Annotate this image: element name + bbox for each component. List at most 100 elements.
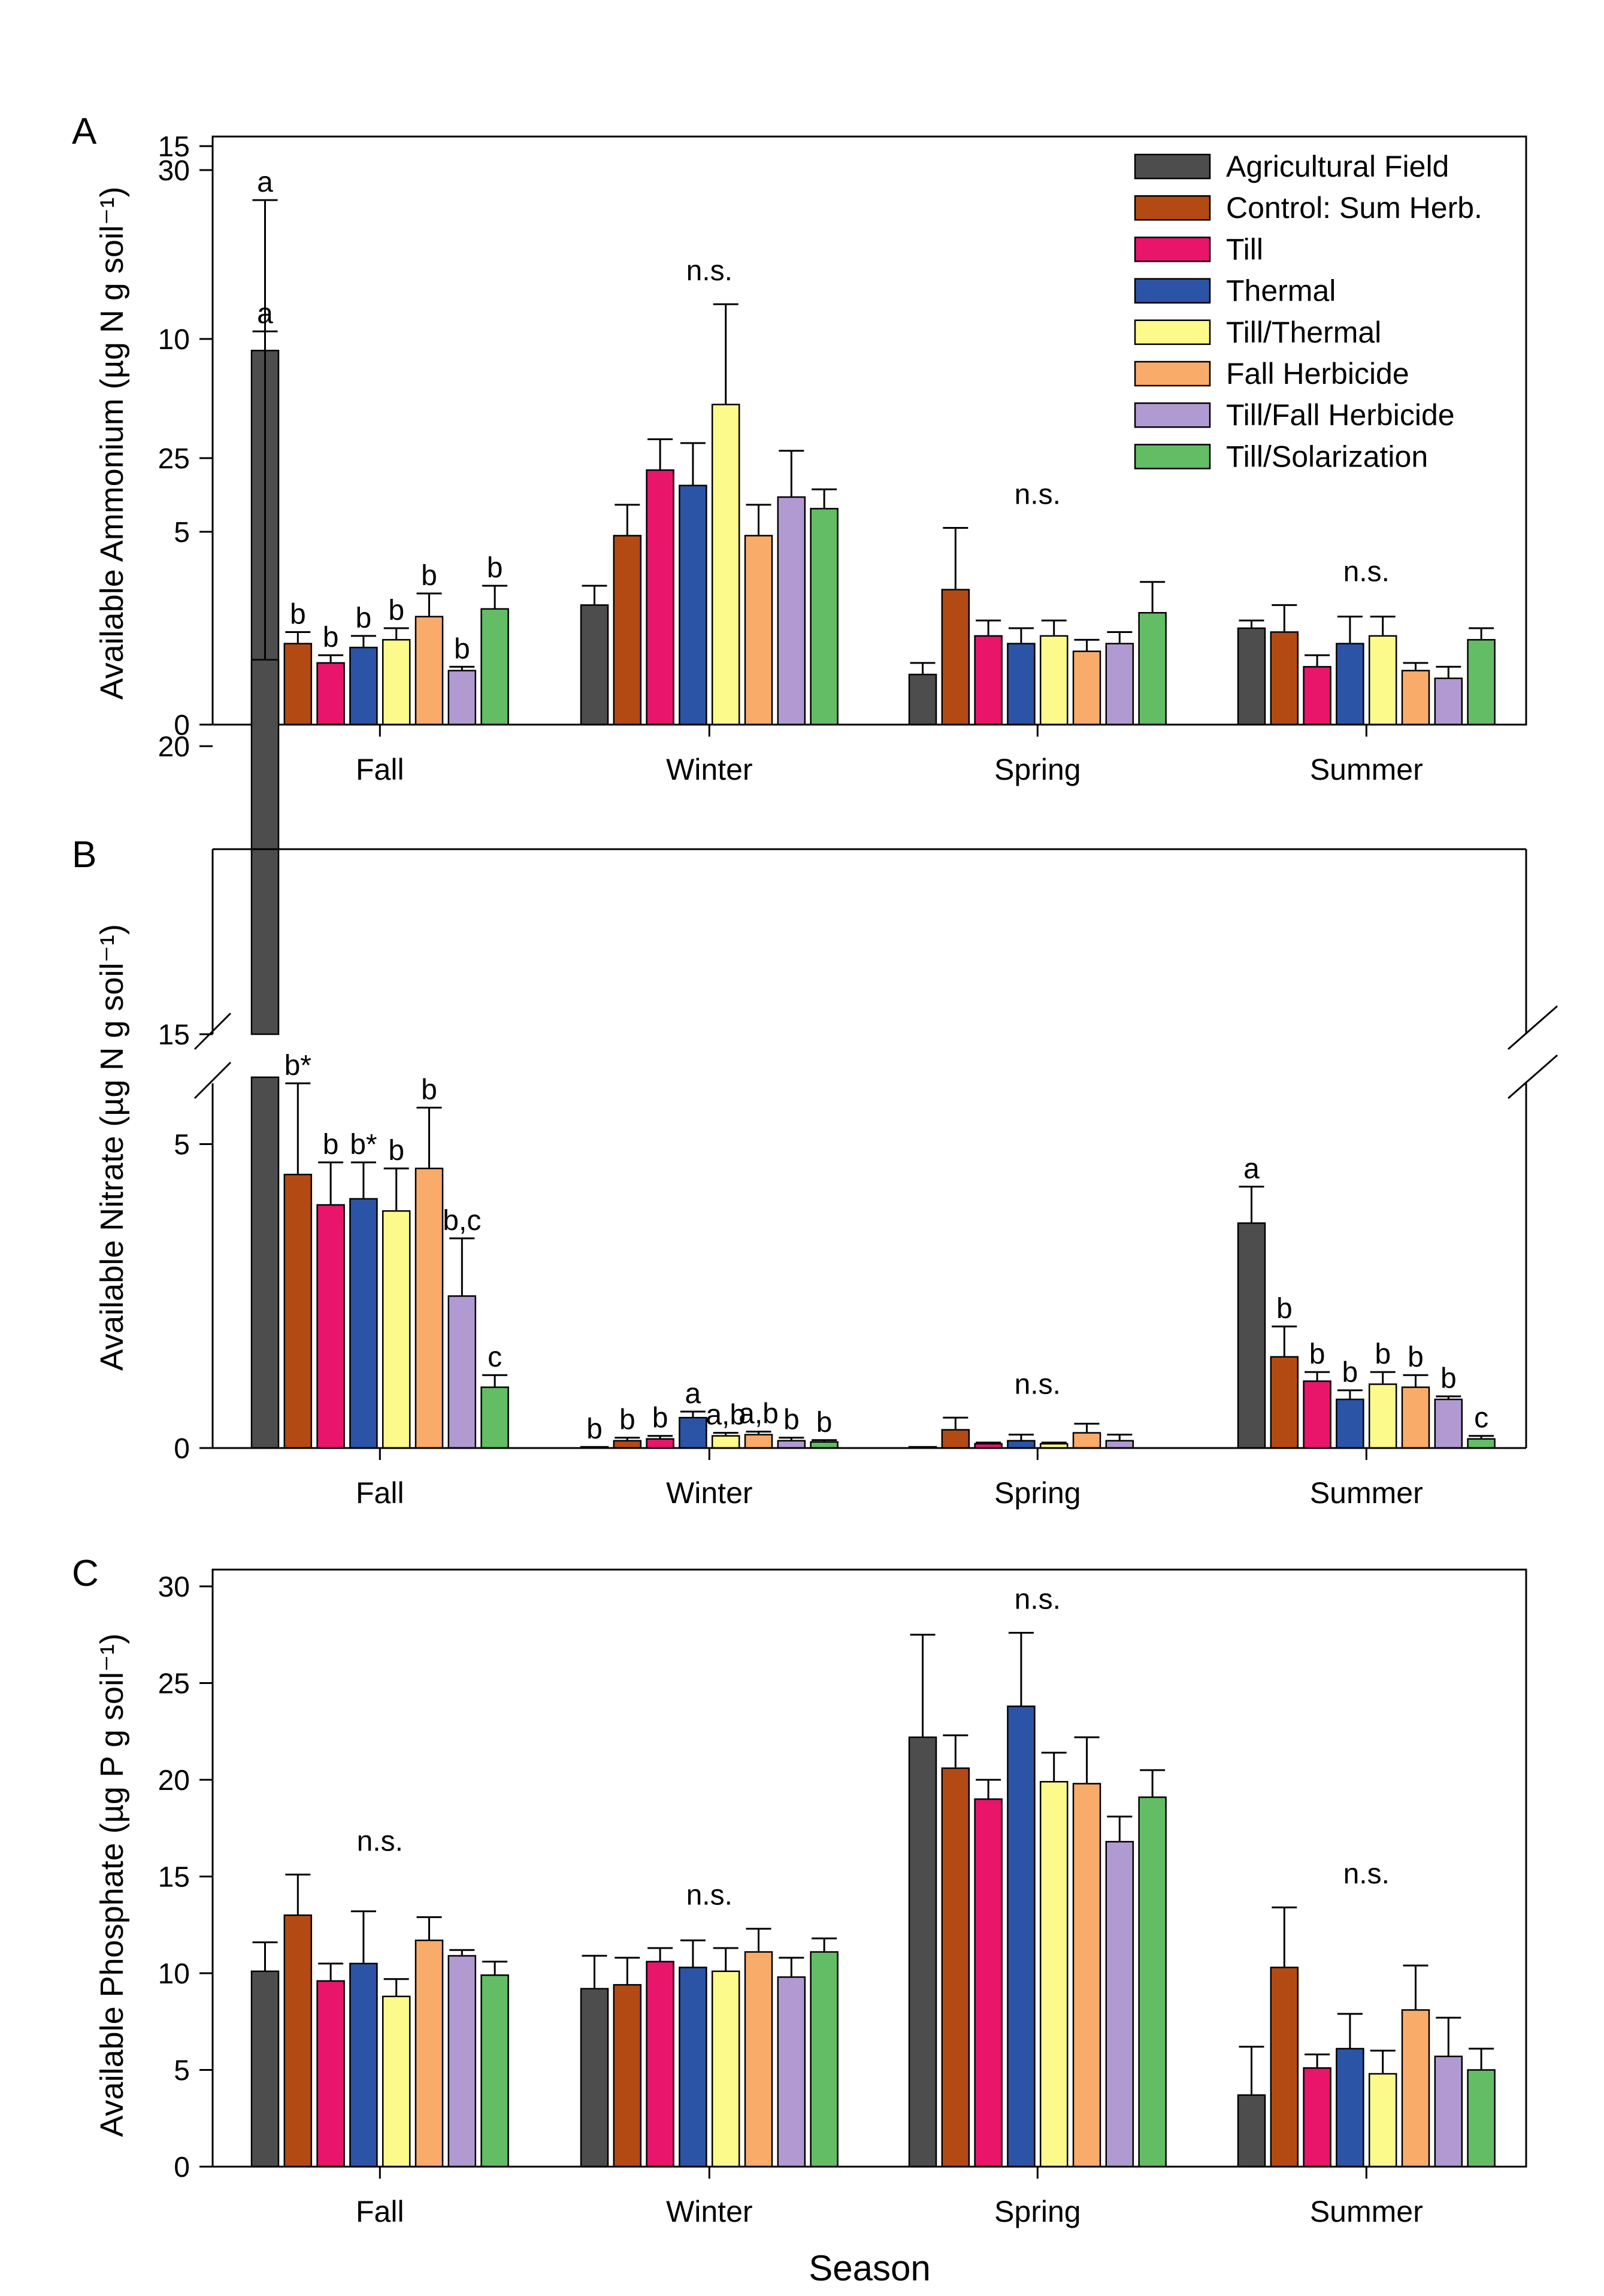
- legend-item-agricultural-field: Agricultural Field: [1134, 150, 1449, 183]
- legend-label: Till: [1226, 232, 1263, 266]
- significance-label: b: [1440, 1363, 1457, 1395]
- significance-label: n.s.: [686, 255, 733, 287]
- bar-c-summer-control-sum-herb: [1270, 1967, 1299, 2168]
- significance-label: a: [1243, 1153, 1260, 1185]
- panel-a: A Available Ammonium (µg N g soil⁻¹) 0 5 1…: [72, 111, 1527, 786]
- x-tick-label-winter: Winter: [666, 2195, 752, 2228]
- y-tick-label: 0: [174, 2152, 190, 2183]
- significance-label: b: [1309, 1338, 1325, 1370]
- bar-a-winter-till: [646, 469, 674, 726]
- bar-c-fall-thermal: [349, 1962, 378, 2168]
- bar-b-fall-thermal: [349, 1198, 378, 1449]
- significance-label: n.s.: [357, 1825, 403, 1857]
- bar-b-summer-agricultural-field: [1237, 1222, 1266, 1449]
- legend-swatch: [1134, 361, 1211, 387]
- bar-b-summer-fall-herbicide: [1401, 1386, 1430, 1449]
- bar-c-winter-till-thermal: [711, 1970, 740, 2168]
- significance-label: n.s.: [1343, 1858, 1390, 1890]
- bar-b-summer-till: [1303, 1380, 1331, 1449]
- bar-b-fall-agricultural-field-upper: [250, 659, 280, 1035]
- bar-b-summer-till-thermal: [1368, 1383, 1397, 1449]
- legend-swatch: [1134, 237, 1211, 262]
- bar-b-spring-control-sum-herb: [941, 1429, 970, 1449]
- bar-c-summer-thermal: [1336, 2047, 1364, 2168]
- significance-label: b: [652, 1403, 668, 1434]
- significance-label: b: [487, 552, 503, 584]
- bar-c-fall-till-solarization: [480, 1974, 509, 2168]
- legend-label: Fall Herbicide: [1226, 357, 1409, 390]
- x-tick-label-winter: Winter: [666, 1476, 752, 1510]
- bar-c-fall-till: [316, 1980, 345, 2168]
- break-mark-left-1: [193, 1012, 232, 1050]
- bar-a-spring-till-fall-herbicide: [1105, 643, 1134, 726]
- significance-label: a,b: [706, 1400, 746, 1431]
- plot-frame-b: [211, 848, 1527, 1449]
- bar-b-winter-till-solarization: [810, 1441, 839, 1449]
- y-ticks-panel-b: 0 5 15 20 25 30: [158, 155, 213, 1465]
- bar-a-spring-till-solarization: [1138, 611, 1167, 726]
- legend-label: Till/Thermal: [1226, 316, 1381, 349]
- bar-a-summer-till-thermal: [1368, 635, 1397, 726]
- significance-label: b: [1375, 1338, 1391, 1370]
- bar-a-summer-agricultural-field: [1237, 627, 1266, 726]
- bar-c-spring-control-sum-herb: [941, 1767, 970, 2168]
- bar-a-summer-till-fall-herbicide: [1434, 677, 1463, 726]
- x-tick-label-winter: Winter: [666, 753, 752, 786]
- bar-c-spring-thermal: [1007, 1706, 1036, 2168]
- y-ticks-panel-c: 0 5 10 15 20 25 30: [158, 1571, 213, 2183]
- legend-swatch: [1134, 402, 1211, 428]
- significance-label: a: [257, 166, 273, 198]
- panel-label-b: B: [72, 834, 96, 876]
- significance-label: a,b: [739, 1398, 779, 1430]
- significance-label: b: [783, 1404, 800, 1436]
- bar-c-fall-agricultural-field: [250, 1970, 280, 2168]
- y-tick-label: 20: [158, 731, 190, 763]
- bar-c-fall-control-sum-herb: [283, 1914, 313, 2168]
- significance-label: n.s.: [1015, 1368, 1061, 1400]
- bar-c-summer-fall-herbicide: [1401, 2009, 1430, 2168]
- bar-b-winter-till: [646, 1438, 674, 1449]
- bar-a-summer-fall-herbicide: [1401, 670, 1430, 726]
- y-tick-label: 30: [158, 1571, 190, 1603]
- bar-b-spring-till-fall-herbicide: [1105, 1440, 1134, 1449]
- significance-label: b: [1342, 1357, 1358, 1389]
- bar-a-spring-control-sum-herb: [941, 589, 970, 726]
- x-tick-label-summer: Summer: [1310, 2195, 1423, 2228]
- plot-frame-c: [211, 1568, 1527, 2168]
- significance-label: b*: [285, 1050, 311, 1082]
- significance-label: b: [290, 598, 306, 630]
- bar-b-spring-thermal: [1007, 1440, 1036, 1449]
- bar-b-fall-till: [316, 1204, 345, 1449]
- bars-panel-c: [250, 1632, 1496, 2168]
- bar-c-winter-till-solarization: [810, 1951, 839, 2168]
- legend-label: Thermal: [1226, 274, 1336, 308]
- bar-a-winter-control-sum-herb: [613, 535, 642, 726]
- bar-a-spring-agricultural-field: [908, 674, 937, 726]
- bar-a-spring-till-thermal: [1039, 635, 1069, 726]
- bar-c-spring-till-fall-herbicide: [1105, 1841, 1134, 2168]
- legend-label: Control: Sum Herb.: [1226, 191, 1482, 225]
- panel-c: C Available Phosphate (µg P g soil⁻¹) 0 5…: [72, 1553, 1527, 2228]
- bar-b-fall-till-thermal: [382, 1210, 411, 1449]
- bar-a-summer-control-sum-herb: [1270, 631, 1299, 726]
- bar-b-fall-agricultural-field-lower: [250, 1076, 280, 1449]
- bar-c-fall-till-fall-herbicide: [447, 1955, 477, 2168]
- significance-label: b: [1408, 1341, 1424, 1373]
- significance-label: b: [586, 1413, 603, 1445]
- bar-a-winter-till-solarization: [810, 508, 839, 726]
- x-tick-label-summer: Summer: [1310, 1476, 1423, 1510]
- bar-a-fall-till: [316, 662, 345, 726]
- bar-a-fall-till-thermal: [382, 639, 411, 726]
- y-tick-label: 5: [174, 2055, 190, 2087]
- y-tick-label: 15: [158, 1019, 190, 1051]
- bar-c-winter-control-sum-herb: [613, 1984, 642, 2168]
- bar-b-winter-till-fall-herbicide: [777, 1440, 806, 1449]
- significance-label: b: [323, 622, 339, 653]
- y-tick-label: 10: [158, 324, 190, 356]
- bar-a-winter-till-thermal: [711, 404, 740, 726]
- plot-frame-a: [211, 135, 1527, 726]
- bar-a-winter-agricultural-field: [580, 604, 609, 726]
- x-ticks-panel-a: Fall Winter Spring Summer: [356, 725, 1423, 786]
- bar-c-fall-fall-herbicide: [414, 1939, 444, 2168]
